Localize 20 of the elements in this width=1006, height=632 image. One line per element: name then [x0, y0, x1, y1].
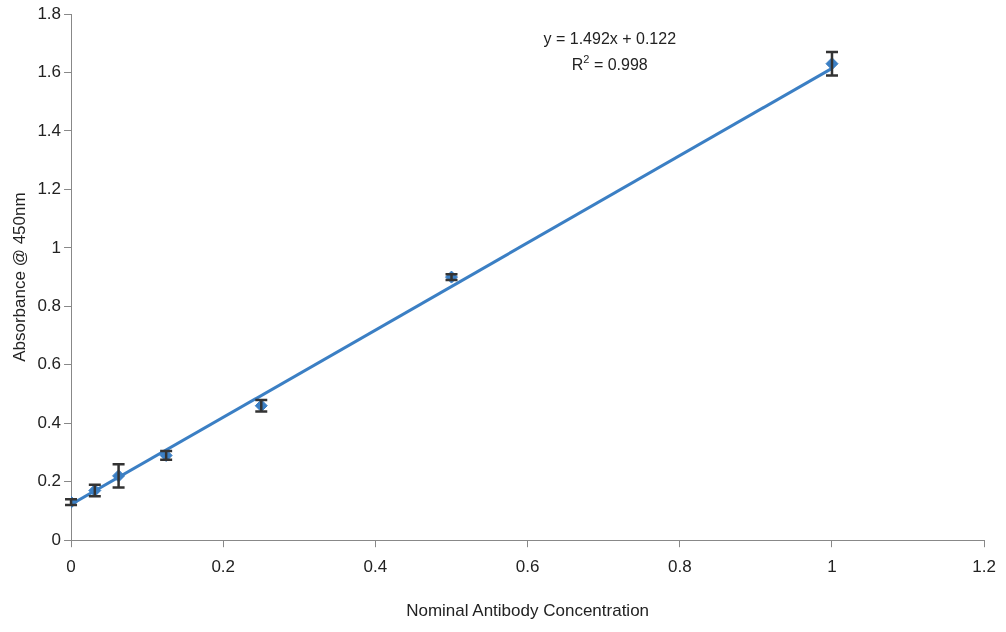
y-tick-label: 0.2 [37, 471, 62, 491]
x-tick-label: 0.4 [363, 557, 388, 577]
y-tick-label: 1.2 [37, 179, 62, 199]
x-tick-label: 1 [827, 557, 837, 577]
y-axis-title: Absorbance @ 450nm [9, 192, 29, 362]
x-tick-label: 0.8 [667, 557, 692, 577]
y-tick-label: 0.6 [37, 354, 62, 374]
y-tick-label: 0.4 [37, 412, 62, 432]
y-tick-label: 1.4 [37, 120, 62, 140]
y-tick-label: 1.8 [37, 3, 62, 23]
y-tick-label: 0.8 [37, 296, 62, 316]
x-tick-label: 0 [66, 557, 76, 577]
x-axis-title: Nominal Antibody Concentration [406, 601, 650, 621]
x-tick-label: 1.2 [972, 557, 996, 577]
annotation: y = 1.492x + 0.122 [543, 30, 677, 47]
x-tick-label: 0.2 [211, 557, 236, 577]
x-tick-label: 0.6 [515, 557, 540, 577]
y-tick-label: 1.6 [37, 62, 62, 82]
y-tick-label: 1 [51, 237, 62, 257]
y-tick-label: 0 [51, 529, 62, 549]
